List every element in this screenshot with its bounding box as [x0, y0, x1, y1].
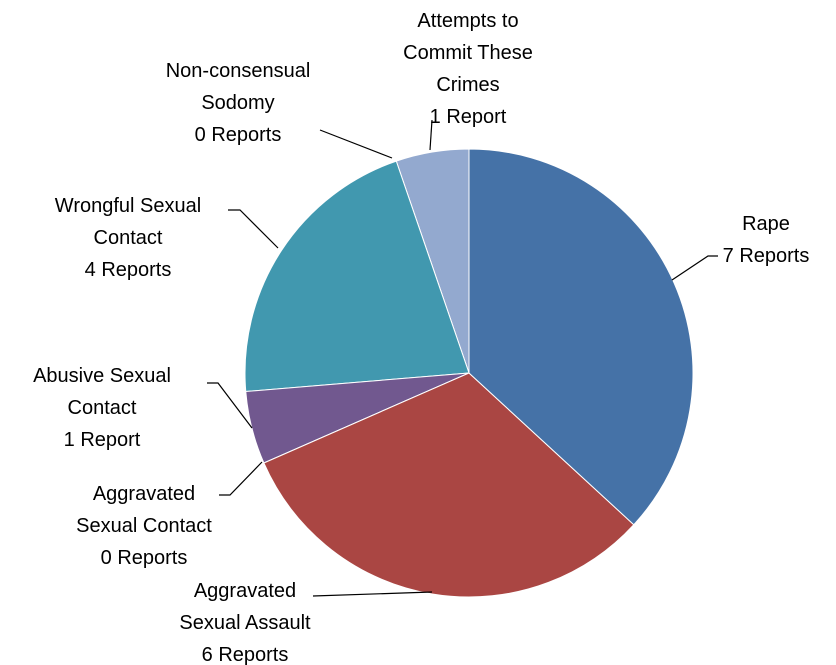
slice-name: Attempts to Commit These Crimes: [403, 10, 533, 96]
slice-label: Rape 7 Reports: [646, 208, 836, 272]
slice-name: Abusive Sexual Contact: [33, 365, 171, 419]
slice-value: 4 Reports: [84, 259, 172, 281]
slice-label: Attempts to Commit These Crimes 1 Report: [348, 5, 588, 133]
pie-slice: [244, 160, 470, 393]
pie-slice: [468, 148, 694, 526]
leader-lines: [207, 119, 718, 597]
leader-line: [228, 209, 279, 249]
slice-value: 0 Reports: [100, 547, 188, 569]
slice-value: 1 Report: [429, 106, 507, 128]
slice-name: Aggravated Sexual Contact: [76, 483, 212, 537]
leader-line: [207, 382, 253, 429]
leader-line: [671, 255, 718, 281]
slice-name: Rape: [742, 213, 790, 235]
leader-line: [319, 129, 393, 159]
slice-label: Aggravated Sexual Assault 6 Reports: [125, 575, 365, 665]
leader-line: [312, 591, 433, 597]
leader-line: [429, 119, 433, 151]
slice-label: Non-consensual Sodomy 0 Reports: [118, 55, 358, 151]
slice-value: 7 Reports: [722, 245, 810, 267]
slice-name: Aggravated Sexual Assault: [179, 580, 311, 634]
leader-line: [219, 461, 263, 496]
slice-value: 0 Reports: [194, 124, 282, 146]
slice-value: 6 Reports: [201, 644, 289, 665]
pie-slice: [263, 372, 635, 598]
slice-name: Wrongful Sexual Contact: [54, 195, 202, 249]
slice-name: Non-consensual Sodomy: [165, 60, 311, 114]
slice-value: 1 Report: [63, 429, 141, 451]
slice-label: Aggravated Sexual Contact 0 Reports: [24, 478, 264, 574]
slice-label: Abusive Sexual Contact 1 Report: [0, 360, 222, 456]
slice-label: Wrongful Sexual Contact 4 Reports: [8, 190, 248, 286]
